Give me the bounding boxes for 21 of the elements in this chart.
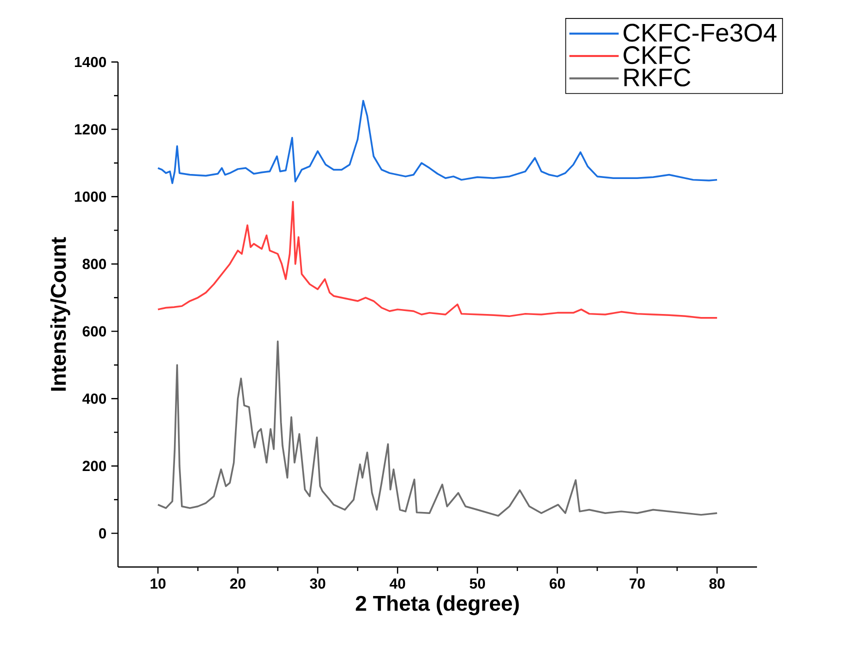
y-tick-label: 400 <box>82 393 106 404</box>
x-tick-label: 70 <box>630 578 645 589</box>
y-tick-label: 0 <box>99 528 106 539</box>
y-tick-label: 200 <box>82 460 106 472</box>
y-tick-label: 1200 <box>74 124 106 135</box>
x-tick-label: 30 <box>310 578 326 589</box>
x-tick-label: 10 <box>150 578 166 589</box>
x-tick-label: 50 <box>470 578 485 589</box>
x-tick-label: 60 <box>550 578 565 589</box>
y-tick-label: 1400 <box>74 56 106 68</box>
y-tick-label: 600 <box>82 326 106 337</box>
legend-label: CKFC-Fe3O4 <box>624 24 776 42</box>
x-axis-title: 2 Theta (degree) <box>356 595 519 616</box>
y-axis-title: Intensity/Count <box>50 237 70 391</box>
legend-label: CKFC <box>624 46 690 64</box>
x-tick-label: 20 <box>230 578 246 589</box>
x-tick-label: 80 <box>709 578 725 589</box>
y-tick-label: 800 <box>82 258 106 270</box>
legend-label: RKFC <box>624 68 690 86</box>
x-tick-label: 40 <box>390 578 406 589</box>
y-tick-label: 1000 <box>74 191 106 202</box>
